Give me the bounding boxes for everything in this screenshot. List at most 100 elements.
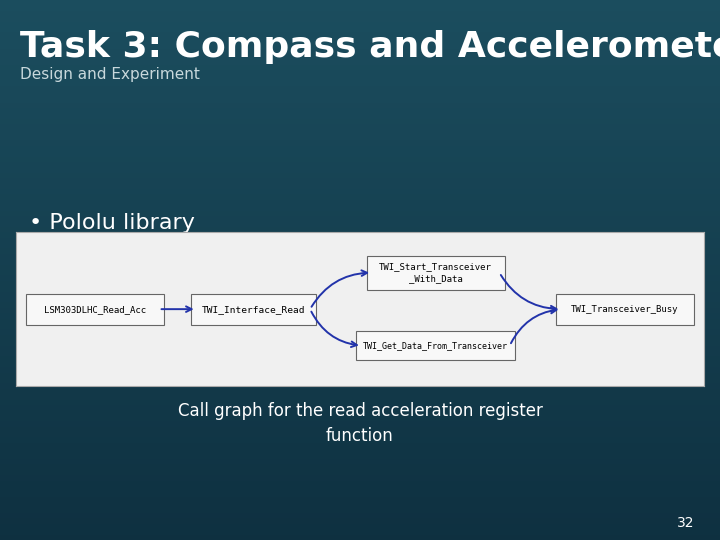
Bar xyxy=(0,497,720,502)
Bar xyxy=(0,475,720,481)
Bar xyxy=(0,329,720,335)
Bar xyxy=(0,49,720,54)
Bar xyxy=(0,292,720,297)
Bar xyxy=(0,346,720,351)
Bar xyxy=(0,481,720,486)
Bar xyxy=(0,286,720,292)
Bar xyxy=(0,389,720,394)
Bar xyxy=(0,383,720,389)
Text: 32: 32 xyxy=(678,516,695,530)
Bar xyxy=(0,518,720,524)
Bar xyxy=(0,535,720,540)
Bar xyxy=(0,32,720,38)
Bar xyxy=(0,459,720,464)
Bar xyxy=(0,200,720,205)
Bar xyxy=(0,502,720,508)
Bar xyxy=(0,76,720,81)
Bar xyxy=(0,173,720,178)
Bar xyxy=(0,470,720,475)
Bar xyxy=(0,259,720,265)
Text: TWI_Get_Data_From_Transceiver: TWI_Get_Data_From_Transceiver xyxy=(363,341,508,350)
Bar xyxy=(0,189,720,194)
Bar xyxy=(0,486,720,491)
Bar xyxy=(0,124,720,130)
Bar xyxy=(0,367,720,373)
Text: Design and Experiment: Design and Experiment xyxy=(20,68,200,83)
Bar xyxy=(0,162,720,167)
Bar xyxy=(0,529,720,535)
Bar xyxy=(0,151,720,157)
Bar xyxy=(0,437,720,443)
Bar xyxy=(0,97,720,103)
Bar xyxy=(0,216,720,221)
Text: • C++ conversion: • C++ conversion xyxy=(50,256,214,274)
Bar xyxy=(0,362,720,367)
Text: LSM303DLHC_Read_Acc: LSM303DLHC_Read_Acc xyxy=(44,305,146,314)
Bar xyxy=(0,5,720,11)
Bar xyxy=(0,410,720,416)
Bar xyxy=(0,157,720,162)
Bar xyxy=(0,340,720,346)
Bar xyxy=(0,92,720,97)
Bar xyxy=(0,508,720,513)
Bar xyxy=(0,167,720,173)
Bar xyxy=(0,86,720,92)
Bar xyxy=(0,281,720,286)
FancyBboxPatch shape xyxy=(556,294,694,325)
Text: Call graph for the read acceleration register
function: Call graph for the read acceleration reg… xyxy=(178,402,542,446)
Bar xyxy=(0,373,720,378)
Bar xyxy=(0,405,720,410)
Bar xyxy=(0,443,720,448)
Bar xyxy=(0,119,720,124)
Text: • Code cleanup: • Code cleanup xyxy=(50,291,190,308)
Bar xyxy=(0,108,720,113)
Bar xyxy=(0,65,720,70)
Bar xyxy=(0,464,720,470)
Bar xyxy=(0,27,720,32)
Text: • I2C: • I2C xyxy=(29,329,85,349)
Bar xyxy=(0,432,720,437)
Bar xyxy=(0,308,720,313)
Bar xyxy=(0,54,720,59)
Bar xyxy=(0,178,720,184)
Bar xyxy=(0,302,720,308)
Bar xyxy=(0,194,720,200)
Bar xyxy=(0,232,720,238)
Bar xyxy=(0,22,720,27)
Bar xyxy=(0,416,720,421)
FancyBboxPatch shape xyxy=(191,294,315,325)
Text: TWI_Transceiver_Busy: TWI_Transceiver_Busy xyxy=(571,305,679,314)
Bar xyxy=(0,238,720,243)
Bar xyxy=(0,356,720,362)
Bar xyxy=(0,0,720,5)
Bar xyxy=(0,130,720,135)
Text: Task 3: Compass and Accelerometer: Task 3: Compass and Accelerometer xyxy=(20,30,720,64)
Bar xyxy=(0,378,720,383)
Bar xyxy=(0,211,720,216)
Bar xyxy=(0,324,720,329)
Bar xyxy=(0,297,720,302)
Bar xyxy=(0,513,720,518)
FancyBboxPatch shape xyxy=(356,331,516,360)
Bar xyxy=(0,43,720,49)
FancyBboxPatch shape xyxy=(26,294,164,325)
Bar xyxy=(0,254,720,259)
Bar xyxy=(0,146,720,151)
Bar xyxy=(0,243,720,248)
Bar xyxy=(0,113,720,119)
Bar xyxy=(0,81,720,86)
Bar xyxy=(0,275,720,281)
Text: TWI_Interface_Read: TWI_Interface_Read xyxy=(202,305,305,314)
Bar xyxy=(0,265,720,270)
Bar xyxy=(0,270,720,275)
Bar xyxy=(0,248,720,254)
Bar xyxy=(0,184,720,189)
Bar xyxy=(0,448,720,454)
Bar xyxy=(0,16,720,22)
Text: TWI_Start_Transceiver
_With_Data: TWI_Start_Transceiver _With_Data xyxy=(379,262,492,282)
Bar xyxy=(0,400,720,405)
Bar xyxy=(0,227,720,232)
Bar xyxy=(0,103,720,108)
Bar xyxy=(0,135,720,140)
Bar xyxy=(0,59,720,65)
